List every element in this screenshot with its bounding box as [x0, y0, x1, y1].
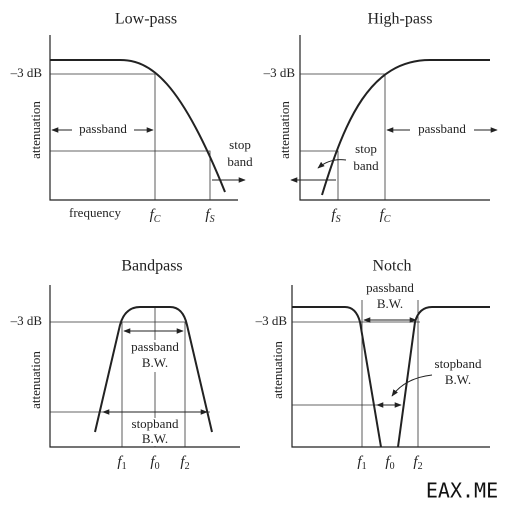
annotation: B.W.	[377, 296, 403, 311]
annotation: B.W.	[142, 355, 168, 370]
axes	[49, 285, 240, 448]
response-curve	[50, 59, 226, 193]
x-label: frequency	[69, 205, 121, 220]
tick-label: fS	[205, 207, 214, 225]
guides	[50, 73, 211, 200]
guides	[292, 300, 420, 447]
watermark: EAX.ME	[426, 479, 498, 503]
guides	[50, 307, 210, 447]
tick-label: fC	[150, 207, 161, 225]
axes	[299, 35, 490, 201]
axes	[291, 285, 490, 448]
tick-label: f0	[150, 454, 159, 472]
label-bg	[72, 122, 134, 138]
notch-panel: Notch –3 dB attenuation passband B.W. st…	[255, 258, 490, 472]
tick-label: f0	[385, 454, 394, 472]
label-bg	[410, 122, 474, 138]
tick-label: f2	[180, 454, 189, 472]
tick-label: f1	[117, 454, 126, 472]
annotation: B.W.	[142, 431, 168, 446]
low-pass-panel: Low-pass –3 dB attenuation passband stop…	[10, 11, 254, 226]
label-bg	[127, 418, 183, 446]
annotation: band	[227, 154, 253, 169]
bandpass-panel: Bandpass –3 dB attenuation passband B.W.…	[10, 258, 240, 472]
annotation: stop	[229, 137, 251, 152]
annotation: passband	[79, 121, 127, 136]
annotation: passband	[366, 280, 414, 295]
annotation: band	[353, 158, 379, 173]
y-label: attenuation	[270, 341, 285, 399]
panel-title: Notch	[372, 258, 411, 275]
response-curve	[94, 306, 213, 433]
panel-title: Low-pass	[115, 11, 177, 28]
high-pass-panel: High-pass –3 dB attenuation passband sto…	[263, 11, 498, 225]
annotation: stop	[355, 141, 377, 156]
tick-label: f2	[413, 454, 422, 472]
level-label: –3 dB	[10, 313, 43, 328]
label-bg	[127, 340, 183, 372]
annotation: stopband	[132, 416, 179, 431]
level-label: –3 dB	[10, 65, 43, 80]
tick-label: f1	[357, 454, 366, 472]
annotation: stopband	[435, 356, 482, 371]
y-label: attenuation	[28, 101, 43, 159]
level-label: –3 dB	[255, 313, 288, 328]
response-curve	[321, 59, 490, 196]
annotation: passband	[418, 121, 466, 136]
y-label: attenuation	[28, 351, 43, 409]
axes	[49, 35, 238, 201]
level-label: –3 dB	[263, 65, 296, 80]
tick-label: fS	[331, 207, 340, 225]
panel-title: Bandpass	[121, 258, 182, 275]
annotation: B.W.	[445, 372, 471, 387]
panel-title: High-pass	[368, 11, 433, 28]
arrow	[391, 374, 433, 397]
tick-label: fC	[380, 207, 391, 225]
label-bg	[364, 281, 416, 313]
annotation: passband	[131, 339, 179, 354]
arrow	[317, 159, 347, 169]
y-label: attenuation	[277, 101, 292, 159]
